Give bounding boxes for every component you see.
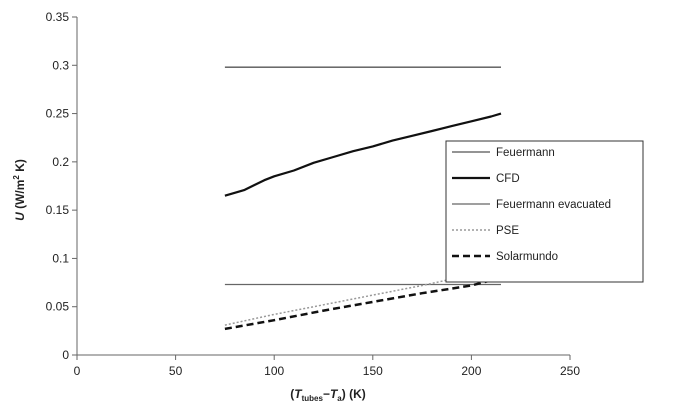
x-tick-label: 100 [264, 364, 284, 378]
legend-label: CFD [496, 173, 520, 185]
series-line-solarmundo [224, 276, 502, 331]
y-tick-label: 0.2 [52, 155, 69, 169]
legend-label: Solarmundo [496, 251, 558, 263]
x-tick-label: 150 [363, 364, 383, 378]
y-tick-label: 0.15 [46, 203, 70, 217]
series-line-cfd [224, 112, 502, 197]
x-tick-label: 200 [461, 364, 481, 378]
x-tick-label: 250 [560, 364, 580, 378]
legend-label: Feuermann [496, 147, 555, 159]
y-tick-label: 0.25 [46, 107, 70, 121]
x-tick-label: 50 [169, 364, 183, 378]
y-ticks: 0 0.05 0.1 0.15 0.2 0.25 0.3 0.35 [46, 10, 77, 362]
y-tick-label: 0.05 [46, 300, 70, 314]
y-tick-label: 0 [62, 348, 69, 362]
y-tick-label: 0.3 [52, 58, 69, 72]
x-axis-title: (Ttubes−Ta) (K) [290, 387, 366, 403]
series-group [224, 66, 502, 331]
y-tick-label: 0.35 [46, 10, 70, 24]
legend-label: Feuermann evacuated [496, 199, 611, 211]
legend-box [445, 140, 644, 283]
y-axis-title: U (W/m2 K) [12, 159, 27, 221]
legend: Feuermann CFD Feuermann evacuated PSE Solarm… [445, 140, 644, 283]
legend-label: PSE [496, 225, 519, 237]
axes [76, 17, 570, 356]
x-ticks: 0 50 100 150 200 250 [74, 355, 580, 378]
x-tick-label: 0 [74, 364, 81, 378]
y-tick-label: 0.1 [52, 251, 69, 265]
